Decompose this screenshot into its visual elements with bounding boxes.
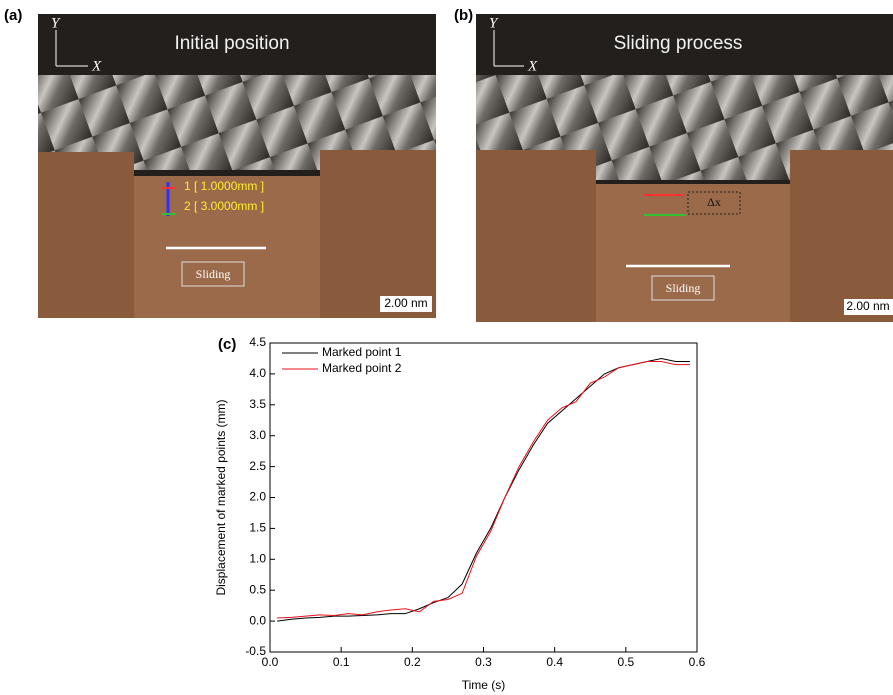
marker-label: 1 [ 1.0000mm ] — [184, 179, 264, 193]
axis-y: Y — [51, 15, 61, 31]
panel-label: (c) — [218, 336, 236, 353]
sliding-label: Sliding — [666, 281, 701, 295]
y-tick-label: -0.5 — [245, 644, 266, 658]
series-line — [277, 361, 690, 619]
x-tick-label: 0.2 — [404, 655, 421, 669]
sliding-label: Sliding — [196, 267, 231, 281]
y-tick-label: 2.0 — [249, 490, 266, 504]
y-tick-label: 1.5 — [249, 521, 266, 535]
y-axis-label: Displacement of marked points (mm) — [214, 399, 228, 595]
axis-x: X — [91, 58, 102, 74]
scale-bar: 2.00 nm — [846, 299, 889, 313]
y-tick-label: 4.5 — [249, 335, 266, 349]
panel-label: (b) — [454, 7, 473, 24]
y-tick-label: 1.0 — [249, 551, 266, 565]
legend-label: Marked point 1 — [322, 345, 402, 359]
y-tick-label: 4.0 — [249, 366, 266, 380]
axis-y: Y — [489, 15, 499, 31]
marker-label: 2 [ 3.0000mm ] — [184, 199, 264, 213]
photo-a: (a) Initial position Y X 1 [ 1.0000mm ] … — [4, 7, 436, 318]
legend-label: Marked point 2 — [322, 361, 402, 375]
x-tick-label: 0.0 — [262, 655, 279, 669]
panel-label: (a) — [4, 7, 22, 24]
axis-x: X — [527, 58, 538, 74]
photo-title: Initial position — [174, 33, 289, 54]
x-tick-label: 0.1 — [333, 655, 350, 669]
y-tick-label: 2.5 — [249, 459, 266, 473]
x-axis-label: Time (s) — [462, 678, 506, 692]
x-tick-label: 0.6 — [689, 655, 706, 669]
photo-b: (b) Sliding process Y X Δx Sliding 2.00 … — [454, 7, 893, 322]
y-tick-label: 3.5 — [249, 397, 266, 411]
x-tick-label: 0.4 — [546, 655, 563, 669]
y-tick-label: 3.0 — [249, 428, 266, 442]
y-tick-label: 0.0 — [249, 613, 266, 627]
x-tick-label: 0.3 — [475, 655, 492, 669]
photo-title: Sliding process — [614, 33, 743, 54]
series-line — [277, 357, 690, 622]
delta-label: Δx — [707, 195, 721, 209]
plot-frame — [269, 342, 698, 653]
x-tick-label: 0.5 — [617, 655, 634, 669]
y-tick-label: 0.5 — [249, 582, 266, 596]
scale-bar: 2.00 nm — [384, 296, 427, 310]
